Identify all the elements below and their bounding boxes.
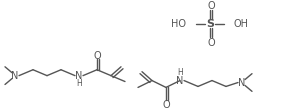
Text: O: O	[207, 38, 215, 48]
Text: H: H	[76, 79, 82, 88]
Text: S: S	[206, 19, 214, 29]
Text: OH: OH	[234, 19, 249, 29]
Text: N: N	[75, 71, 83, 81]
Text: N: N	[11, 71, 19, 81]
Text: N: N	[176, 76, 184, 86]
Text: HO: HO	[171, 19, 186, 29]
Text: N: N	[238, 78, 246, 87]
Text: O: O	[163, 100, 170, 110]
Text: H: H	[177, 68, 183, 77]
Text: O: O	[207, 1, 215, 11]
Text: O: O	[94, 51, 102, 61]
